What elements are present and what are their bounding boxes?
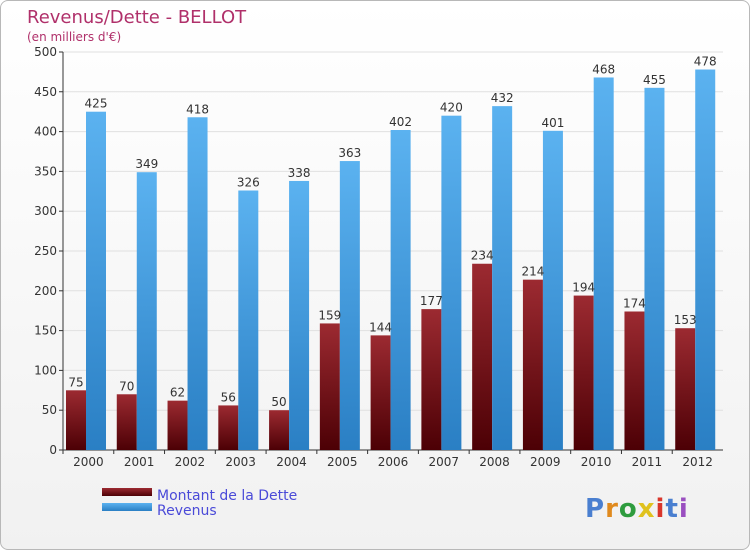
bar-revenus-2006: [390, 130, 411, 450]
x-tick-label-2009: 2009: [530, 455, 561, 469]
legend-swatch-debt: [102, 488, 152, 496]
legend-swatch-revenus: [102, 503, 152, 511]
data-label-debt-2012: 153: [674, 313, 697, 327]
x-tick-label-2002: 2002: [175, 455, 206, 469]
bar-revenus-2002: [187, 117, 208, 450]
bar-debt-2002: [167, 400, 188, 450]
chart-subtitle: (en milliers d'€): [27, 30, 121, 44]
data-label-debt-2000: 75: [68, 375, 83, 389]
legend-label-revenus: Revenus: [157, 503, 217, 519]
data-label-revenus-2001: 349: [135, 157, 158, 171]
y-tick-label-500: 500: [34, 45, 57, 59]
data-label-revenus-2009: 401: [541, 116, 564, 130]
bar-debt-2007: [421, 309, 442, 450]
data-label-debt-2005: 159: [318, 308, 341, 322]
y-tick-label-0: 0: [49, 443, 57, 457]
bar-debt-2011: [624, 311, 645, 450]
x-tick-label-2011: 2011: [632, 455, 663, 469]
data-label-revenus-2007: 420: [440, 101, 463, 115]
data-label-debt-2002: 62: [170, 386, 185, 400]
data-label-debt-2008: 234: [471, 249, 494, 263]
y-tick-label-50: 50: [42, 403, 57, 417]
data-label-debt-2011: 174: [623, 296, 646, 310]
y-tick-label-450: 450: [34, 85, 57, 99]
data-label-debt-2009: 214: [521, 265, 544, 279]
data-label-debt-2001: 70: [119, 379, 134, 393]
proxiti-logo: Proxiti: [585, 494, 689, 524]
x-tick-label-2000: 2000: [73, 455, 104, 469]
bar-revenus-2003: [238, 190, 259, 450]
bar-debt-2008: [472, 263, 493, 450]
data-label-revenus-2006: 402: [389, 115, 412, 129]
data-label-revenus-2012: 478: [694, 55, 717, 69]
x-tick-label-2005: 2005: [327, 455, 358, 469]
bar-revenus-2000: [86, 111, 106, 450]
bar-debt-2012: [675, 328, 696, 450]
chart-title: Revenus/Dette - BELLOT: [27, 7, 247, 28]
data-label-debt-2004: 50: [271, 395, 286, 409]
bar-debt-2010: [573, 295, 594, 450]
bars: [66, 69, 716, 451]
bar-revenus-2012: [695, 69, 716, 451]
data-label-revenus-2003: 326: [237, 176, 260, 190]
y-tick-label-300: 300: [34, 204, 57, 218]
y-tick-label-100: 100: [34, 363, 57, 377]
data-label-revenus-2002: 418: [186, 102, 209, 116]
data-label-revenus-2004: 338: [288, 166, 311, 180]
x-tick-label-2012: 2012: [682, 455, 713, 469]
bar-debt-2004: [269, 410, 290, 450]
x-tick-label-2008: 2008: [479, 455, 510, 469]
bar-debt-2005: [319, 323, 340, 450]
data-label-debt-2007: 177: [420, 294, 443, 308]
data-label-debt-2006: 144: [369, 320, 392, 334]
y-tick-label-200: 200: [34, 284, 57, 298]
x-tick-label-2004: 2004: [276, 455, 307, 469]
y-tick-label-350: 350: [34, 164, 57, 178]
y-tick-label-150: 150: [34, 324, 57, 338]
data-label-debt-2010: 194: [572, 281, 595, 295]
bar-revenus-2008: [492, 106, 513, 451]
data-label-debt-2003: 56: [221, 390, 236, 404]
x-tick-label-2007: 2007: [428, 455, 459, 469]
bar-revenus-2004: [289, 180, 310, 450]
bar-debt-2000: [66, 390, 86, 450]
data-label-revenus-2000: 425: [85, 97, 108, 111]
y-tick-label-250: 250: [34, 244, 57, 258]
data-label-revenus-2010: 468: [592, 62, 615, 76]
bar-revenus-2011: [644, 87, 665, 450]
bar-revenus-2010: [593, 77, 614, 451]
data-label-revenus-2008: 432: [491, 91, 514, 105]
y-tick-label-400: 400: [34, 125, 57, 139]
data-label-revenus-2011: 455: [643, 73, 666, 87]
legend: Montant de la Dette Revenus: [102, 488, 297, 519]
bar-revenus-2001: [136, 172, 157, 451]
bar-debt-2009: [522, 279, 543, 450]
x-tick-label-2010: 2010: [581, 455, 612, 469]
bar-debt-2001: [116, 394, 137, 450]
x-tick-label-2001: 2001: [124, 455, 155, 469]
bar-debt-2006: [370, 335, 391, 450]
legend-label-debt: Montant de la Dette: [157, 488, 297, 504]
x-tick-label-2006: 2006: [378, 455, 409, 469]
data-labels: 75 425 70 349 62 418 56 326 50 338 159 363 144 402 177…: [68, 55, 716, 410]
bar-revenus-2007: [441, 115, 462, 451]
bar-debt-2003: [218, 405, 239, 450]
x-tick-label-2003: 2003: [225, 455, 256, 469]
data-label-revenus-2005: 363: [338, 146, 361, 160]
bar-revenus-2005: [339, 161, 360, 450]
bar-revenus-2009: [542, 130, 563, 450]
